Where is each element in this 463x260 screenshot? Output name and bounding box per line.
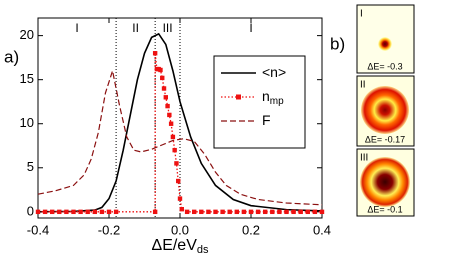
legend-name: <n> [262, 64, 286, 80]
region-label: I [249, 21, 252, 35]
legend-name: n [262, 88, 270, 104]
data-point [220, 209, 225, 215]
data-point [305, 209, 310, 215]
data-point [319, 209, 325, 215]
y-tick-label: 5 [27, 159, 34, 174]
y-tick-label: 0 [27, 203, 34, 218]
data-point [152, 209, 158, 215]
legend-name: F [262, 112, 271, 128]
data-point [263, 209, 268, 215]
y-tick-label: 15 [20, 71, 34, 86]
x-tick-label: 0.0 [171, 222, 189, 237]
data-point [227, 209, 232, 215]
data-point [170, 134, 176, 140]
data-point [172, 147, 177, 153]
legend-name-sub: mp [270, 96, 284, 107]
legend-label: <n> [262, 64, 286, 80]
data-point [234, 209, 239, 215]
inset-label: II [360, 80, 366, 91]
data-point [113, 209, 119, 215]
data-point [179, 206, 184, 212]
data-point [158, 67, 163, 73]
data-point [298, 209, 303, 215]
data-point [64, 209, 69, 215]
inset-image [378, 37, 392, 51]
panel-label: b) [330, 34, 345, 53]
inset-text: ΔE= -0.17 [365, 134, 405, 144]
x-axis-label: ΔE/eVds [152, 237, 209, 256]
inset-text: ΔE= -0.1 [367, 204, 402, 214]
y-tick-label: 10 [20, 115, 34, 130]
data-point [291, 209, 296, 215]
data-point [177, 196, 183, 201]
data-point [165, 103, 170, 109]
data-point [152, 51, 158, 56]
data-point [241, 209, 247, 215]
data-point [161, 86, 167, 91]
x-tick-label: 0.2 [242, 222, 260, 237]
data-point [176, 178, 181, 184]
data-point [248, 209, 254, 215]
data-point [174, 161, 179, 166]
inset-frame [356, 4, 415, 74]
data-point [184, 209, 190, 215]
x-tick-label: -0.4 [27, 222, 49, 237]
data-point [106, 209, 112, 215]
data-point [167, 112, 172, 118]
data-point [255, 209, 261, 215]
legend-label: nmp [262, 88, 284, 107]
data-point [192, 209, 197, 215]
x-tick-label: 0.4 [313, 222, 331, 237]
data-point [277, 209, 282, 215]
inset-image [360, 157, 410, 207]
data-point [99, 209, 105, 215]
series-line [37, 68, 323, 206]
inset-image [361, 86, 409, 134]
region-label: III [163, 21, 173, 35]
data-point [312, 209, 318, 215]
inset-label: III [360, 153, 368, 164]
data-point [284, 209, 289, 215]
data-point [42, 209, 48, 215]
legend [213, 55, 306, 149]
data-point [92, 209, 97, 215]
region-label: II [132, 21, 139, 35]
data-point [213, 209, 218, 215]
legend-marker [236, 94, 241, 100]
data-point [71, 209, 76, 215]
data-point [50, 209, 55, 215]
data-point [35, 209, 41, 215]
data-point [270, 209, 275, 215]
data-point [85, 209, 90, 215]
data-point [163, 95, 168, 100]
series-line [37, 32, 323, 213]
data-point [206, 209, 211, 215]
data-point [57, 209, 62, 215]
legend-label: F [262, 112, 271, 128]
y-tick-label: 20 [20, 27, 34, 42]
data-point [168, 121, 174, 126]
region-label: I [75, 21, 78, 35]
data-point [78, 209, 83, 215]
x-tick-label: -0.2 [98, 222, 120, 237]
x-label-main: ΔE/eV [152, 237, 198, 254]
insets: I II III ΔE= -0.3 ΔE= -0.17 ΔE= -0.1 [356, 4, 415, 217]
inset-label: I [360, 9, 363, 20]
x-label-sub: ds [197, 244, 209, 256]
panel-label: a) [4, 47, 19, 66]
data-point [199, 209, 204, 215]
data-point [160, 75, 165, 81]
inset-text: ΔE= -0.3 [367, 61, 402, 71]
